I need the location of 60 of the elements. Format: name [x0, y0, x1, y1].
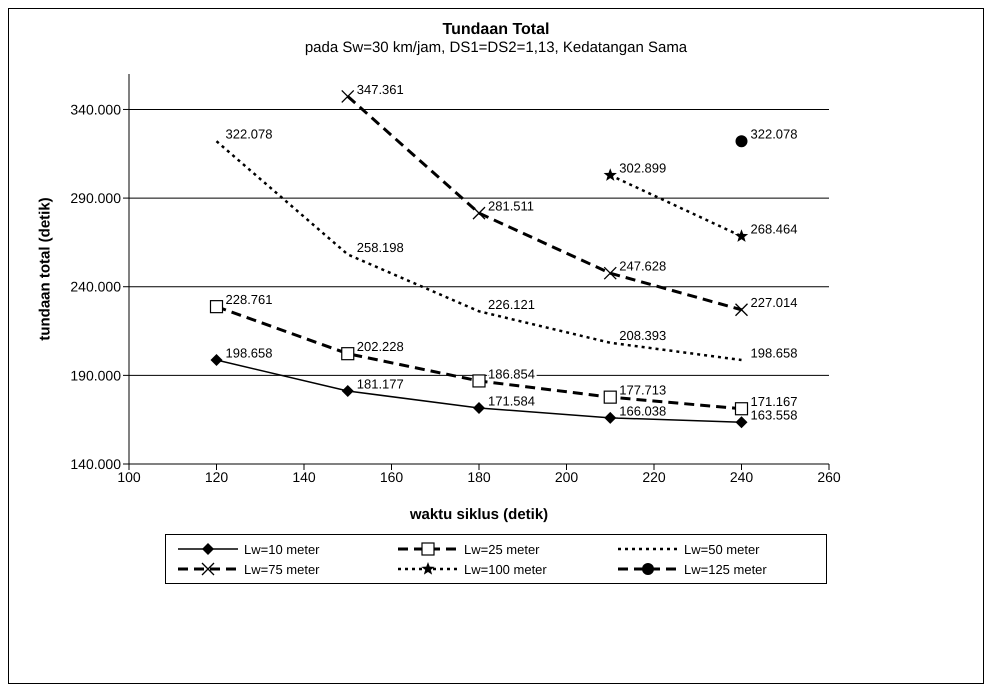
data-label: 177.713 — [619, 382, 666, 398]
y-tick-label: 290.000 — [70, 190, 122, 206]
data-label: 171.167 — [750, 394, 798, 410]
point — [473, 402, 485, 414]
x-tick-label: 120 — [204, 468, 228, 485]
x-tick-label: 240 — [730, 468, 754, 485]
chart-subtitle: pada Sw=30 km/jam, DS1=DS2=1,13, Kedatangan Sama — [304, 39, 688, 56]
point — [472, 206, 486, 220]
data-label: 198.658 — [750, 345, 798, 360]
point — [341, 347, 354, 360]
data-label: 226.121 — [488, 296, 535, 312]
point — [604, 266, 617, 280]
legend-label: Lw=100 meter — [464, 562, 547, 576]
data-label: 171.584 — [488, 393, 535, 408]
data-label: 166.038 — [619, 403, 666, 418]
legend-label: Lw=125 meter — [684, 562, 767, 576]
data-label: 198.658 — [226, 345, 272, 360]
data-label: 258.198 — [356, 240, 404, 255]
data-label: 347.361 — [356, 82, 404, 97]
data-label: 227.014 — [750, 295, 798, 310]
data-label: 247.628 — [619, 258, 666, 274]
y-tick-label: 240.000 — [70, 278, 122, 295]
point — [604, 390, 617, 404]
point — [604, 168, 617, 181]
legend-label: Lw=50 meter — [684, 542, 760, 556]
legend-label: Lw=75 meter — [244, 562, 320, 576]
data-label: 322.078 — [226, 126, 272, 142]
y-axis-title: tundaan total (detik) — [36, 197, 54, 341]
chart-title: Tundaan Total — [442, 21, 550, 39]
x-tick-label: 220 — [642, 468, 666, 485]
point — [734, 229, 748, 242]
x-tick-label: 160 — [380, 468, 404, 485]
x-tick-label: 180 — [467, 468, 491, 485]
data-label: 302.899 — [619, 160, 666, 176]
legend-label: Lw=25 meter — [464, 542, 540, 556]
point — [736, 135, 748, 148]
y-tick-label: 340.000 — [70, 101, 122, 118]
data-label: 208.393 — [619, 328, 666, 344]
data-label: 228.761 — [226, 292, 272, 308]
point — [210, 354, 222, 366]
data-label: 322.078 — [750, 126, 798, 142]
point — [604, 412, 616, 424]
y-tick-label: 190.000 — [70, 367, 122, 384]
x-tick-label: 260 — [817, 468, 841, 485]
point — [341, 90, 354, 104]
x-tick-label: 140 — [292, 468, 316, 485]
data-label: 281.511 — [488, 198, 534, 214]
x-axis-title: waktu siklus (detik) — [408, 506, 548, 523]
data-label: 202.228 — [356, 339, 404, 354]
data-label: 163.558 — [750, 408, 798, 423]
point — [210, 300, 224, 314]
point — [472, 374, 486, 388]
point — [734, 303, 748, 316]
legend-label: Lw=10 meter — [244, 542, 320, 556]
x-tick-label: 200 — [554, 468, 578, 485]
point — [342, 385, 354, 398]
point — [736, 416, 748, 428]
point — [734, 402, 748, 416]
data-label: 268.464 — [750, 222, 798, 237]
data-label: 181.177 — [356, 376, 404, 392]
